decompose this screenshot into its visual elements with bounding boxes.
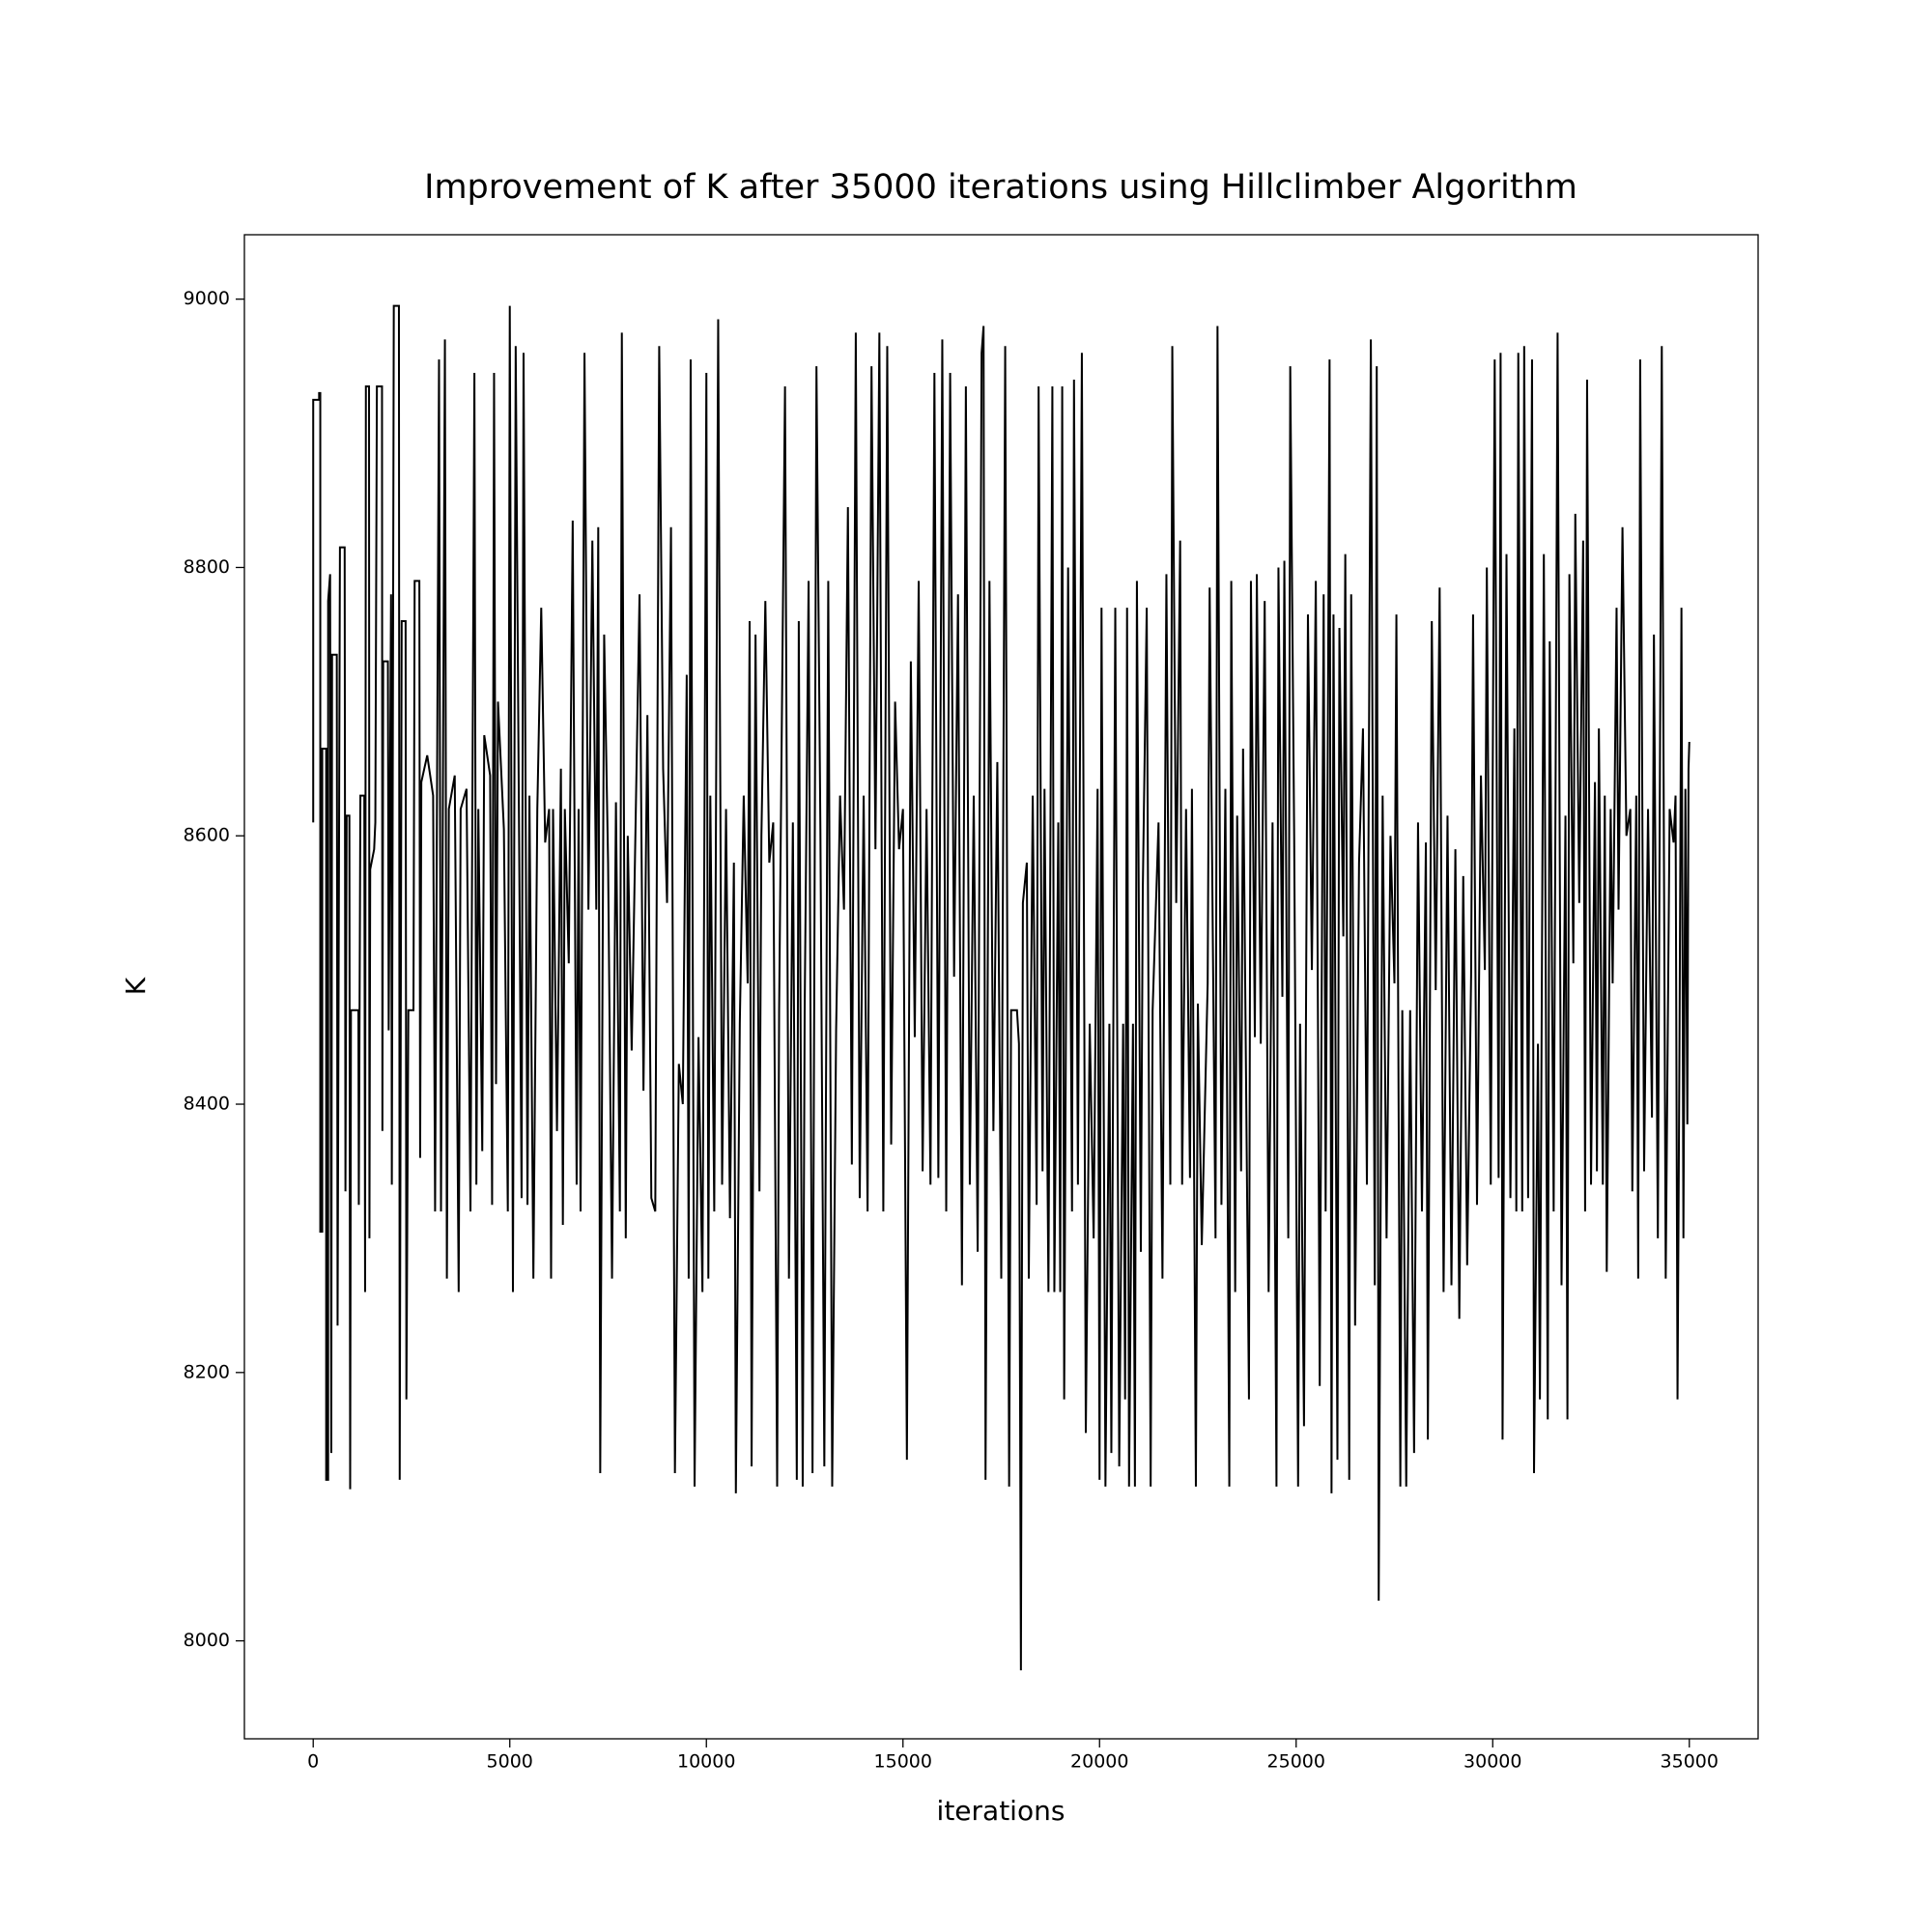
y-tick-label: 8800 [184, 556, 230, 578]
x-tick-label: 5000 [487, 1751, 533, 1773]
x-tick-label: 35000 [1661, 1751, 1719, 1773]
x-tick-label: 20000 [1070, 1751, 1128, 1773]
plot-frame [243, 234, 1759, 1740]
y-tick-label: 8600 [184, 825, 230, 846]
x-tick-label: 15000 [874, 1751, 932, 1773]
y-tick-label: 8000 [184, 1630, 230, 1651]
y-tick-label: 8200 [184, 1361, 230, 1382]
y-tick-label: 9000 [184, 288, 230, 309]
y-tick-label: 8400 [184, 1094, 230, 1115]
chart-title: Improvement of K after 35000 iterations … [424, 168, 1577, 207]
x-tick-label: 30000 [1463, 1751, 1521, 1773]
x-axis-label: iterations [937, 1795, 1065, 1827]
x-tick-label: 25000 [1267, 1751, 1325, 1773]
y-axis-label: K [120, 977, 152, 995]
x-tick-label: 0 [307, 1751, 319, 1773]
x-tick-label: 10000 [677, 1751, 735, 1773]
data-line [312, 304, 1690, 1671]
